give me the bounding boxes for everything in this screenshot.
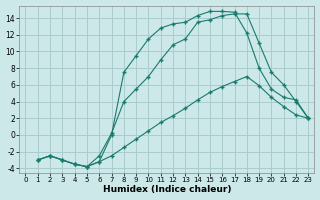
- X-axis label: Humidex (Indice chaleur): Humidex (Indice chaleur): [103, 185, 231, 194]
